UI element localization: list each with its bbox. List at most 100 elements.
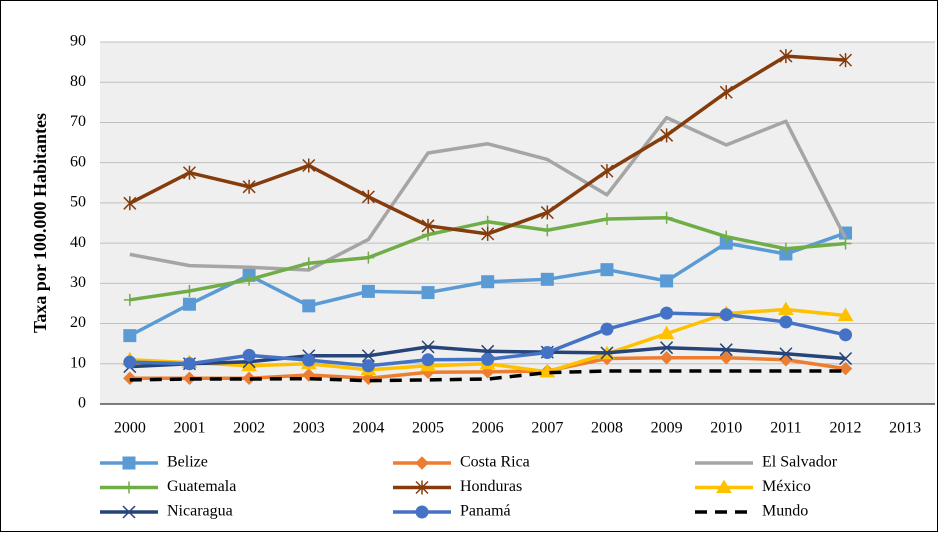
marker: [839, 53, 853, 68]
x-tick-label: 2002: [233, 420, 265, 437]
legend-label: Belize: [167, 454, 208, 471]
marker: [182, 371, 197, 385]
marker: [242, 179, 256, 194]
y-tick-label: 20: [70, 314, 86, 331]
marker: [839, 237, 852, 250]
marker: [660, 274, 674, 288]
y-tick-label: 40: [70, 234, 86, 251]
marker: [421, 286, 435, 300]
x-tick-label: 2013: [889, 420, 921, 437]
marker: [719, 85, 733, 100]
marker: [182, 165, 196, 180]
y-tick-label: 50: [70, 194, 86, 211]
marker: [415, 505, 429, 519]
marker: [481, 352, 495, 366]
marker: [660, 306, 674, 320]
marker: [123, 196, 137, 211]
marker: [242, 371, 256, 385]
marker: [658, 325, 675, 340]
marker: [182, 297, 196, 311]
marker: [600, 346, 614, 360]
x-tick-label: 2004: [352, 420, 384, 437]
marker: [362, 251, 375, 264]
marker: [421, 218, 435, 233]
marker: [660, 128, 674, 143]
marker: [719, 343, 733, 357]
marker: [421, 353, 435, 367]
marker: [122, 505, 136, 519]
marker: [183, 284, 196, 297]
marker: [123, 355, 137, 369]
marker: [361, 359, 375, 373]
y-tick-label: 70: [70, 113, 86, 130]
legend-label: El Salvador: [762, 454, 838, 471]
marker: [182, 357, 196, 371]
marker: [600, 263, 614, 277]
marker: [600, 164, 614, 179]
marker: [779, 347, 793, 361]
x-tick-label: 2012: [830, 420, 862, 437]
marker: [540, 346, 554, 360]
y-tick-label: 90: [70, 33, 86, 50]
marker: [778, 301, 794, 315]
marker: [659, 351, 674, 365]
marker: [302, 299, 316, 313]
marker: [302, 353, 316, 367]
marker: [719, 308, 733, 322]
x-tick-label: 2007: [531, 420, 563, 437]
marker: [481, 226, 495, 241]
x-tick-label: 2008: [591, 420, 623, 437]
marker: [660, 341, 674, 355]
marker: [839, 328, 853, 342]
marker: [600, 322, 614, 336]
x-tick-label: 2003: [293, 420, 325, 437]
x-tick-label: 2006: [472, 420, 504, 437]
marker: [779, 49, 793, 64]
y-tick-label: 10: [70, 354, 86, 371]
marker: [481, 215, 494, 228]
marker: [361, 284, 375, 298]
y-tick-label: 60: [70, 153, 86, 170]
marker: [839, 352, 853, 366]
marker: [242, 348, 256, 362]
marker: [540, 205, 554, 220]
marker: [779, 315, 793, 329]
legend-label: Honduras: [460, 478, 522, 495]
marker: [122, 456, 136, 470]
marker: [123, 329, 137, 343]
marker: [600, 212, 613, 225]
marker: [361, 189, 375, 204]
marker: [716, 479, 732, 493]
marker: [779, 242, 792, 255]
marker: [123, 481, 135, 494]
series-line: [129, 115, 848, 272]
marker: [361, 349, 375, 363]
x-tick-label: 2000: [114, 420, 146, 437]
marker: [415, 456, 429, 470]
marker: [838, 361, 853, 376]
x-tick-label: 2009: [651, 420, 683, 437]
y-tick-label: 30: [70, 274, 86, 291]
marker: [123, 293, 136, 306]
x-tick-label: 2001: [173, 420, 205, 437]
legend-label: Mundo: [762, 503, 808, 520]
x-tick-label: 2010: [710, 420, 742, 437]
marker: [540, 272, 554, 286]
marker: [720, 230, 733, 243]
y-axis-label: Taxa por 100.000 Habitantes: [30, 113, 50, 333]
marker: [421, 340, 435, 354]
legend-label: Nicaragua: [167, 503, 233, 520]
x-tick-label: 2011: [770, 420, 801, 437]
x-tick-label: 2005: [412, 420, 444, 437]
marker: [719, 351, 733, 365]
legend-label: México: [762, 478, 811, 495]
y-tick-label: 0: [78, 395, 86, 412]
marker: [415, 480, 429, 495]
marker: [541, 224, 554, 237]
marker: [243, 273, 256, 286]
legend-label: Guatemala: [167, 478, 236, 495]
legend-label: Panamá: [460, 503, 511, 520]
marker: [481, 275, 495, 289]
